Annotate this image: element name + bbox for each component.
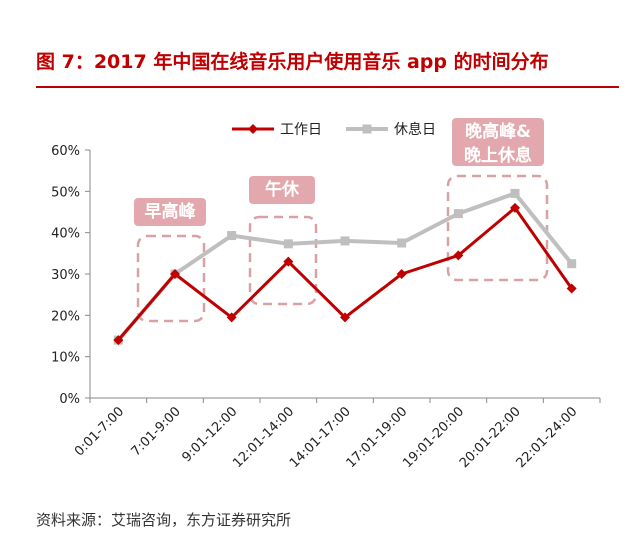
title-divider (36, 86, 619, 88)
y-tick-label: 50% (51, 185, 80, 200)
chart-title: 图 7：2017 年中国在线音乐用户使用音乐 app 的时间分布 (36, 51, 549, 73)
data-point-workday (566, 283, 577, 294)
data-point-restday (227, 231, 237, 241)
noon-break-label (249, 176, 315, 204)
data-point-restday (340, 236, 350, 246)
source-note: 资料来源：艾瑞咨询，东方证券研究所 (36, 511, 292, 529)
data-point-restday (453, 209, 463, 219)
data-point-workday (113, 335, 124, 346)
x-tick-label: 0:01-7:00 (72, 404, 127, 459)
data-point-workday (396, 269, 407, 279)
y-tick-label: 10% (51, 351, 80, 366)
legend-label: 休息日 (394, 121, 436, 138)
chart-series (113, 188, 577, 346)
line-chart: 早高峰 午休 晚高峰&晚上休息 0% 10% 20% 30% 40% 50% 60% 0:01-7… (51, 118, 601, 471)
morning-peak-box (136, 234, 206, 323)
noon-break-box (248, 215, 318, 306)
y-tick-label: 60% (51, 144, 80, 159)
morning-peak-label (134, 198, 206, 226)
annotation-layer: 早高峰 午休 晚高峰&晚上休息 (134, 118, 549, 323)
data-point-workday (170, 269, 180, 279)
morning-peak-label-text: 早高峰 (145, 201, 197, 222)
data-point-restday (510, 188, 520, 198)
x-tick-label: 9:01-12:00 (179, 404, 240, 465)
data-point-workday (453, 250, 464, 261)
data-point-restday (567, 259, 577, 269)
data-point-workday (340, 312, 350, 323)
data-point-workday (226, 312, 237, 323)
data-point-restday (283, 239, 293, 249)
y-tick-label: 0% (59, 392, 80, 407)
evening-box (446, 174, 549, 282)
legend-label: 工作日 (280, 122, 322, 138)
y-tick-label: 40% (51, 227, 80, 242)
noon-break-label-text: 午休 (265, 179, 300, 200)
y-tick-label: 30% (51, 268, 80, 283)
legend-marker (248, 124, 258, 134)
evening-label-text: 晚高峰& (465, 121, 531, 142)
legend-marker (362, 124, 372, 134)
x-tick-label: 22:01-24:00 (514, 404, 581, 471)
data-point-restday (397, 238, 407, 248)
evening-label-text: 晚上休息 (464, 145, 532, 166)
data-point-workday (283, 256, 294, 267)
evening-label (452, 118, 544, 166)
data-point-workday (510, 202, 520, 213)
x-tick-label: 7:01-9:00 (129, 404, 184, 459)
chart-legend: 工作日 休息日 (232, 121, 436, 138)
y-tick-label: 20% (51, 309, 80, 324)
